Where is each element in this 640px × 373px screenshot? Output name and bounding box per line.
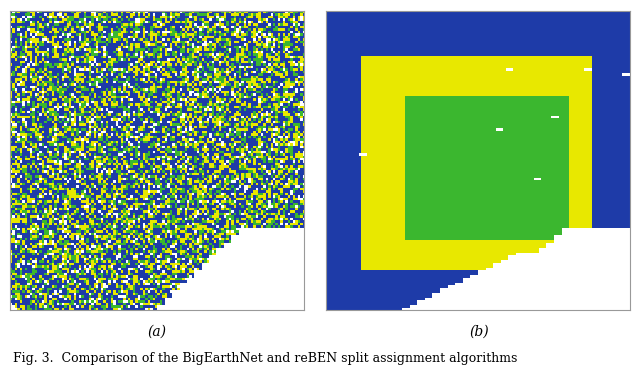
Text: (b): (b) — [469, 325, 488, 339]
Text: (a): (a) — [147, 325, 166, 339]
Text: Fig. 3.  Comparison of the BigEarthNet and reBEN split assignment algorithms: Fig. 3. Comparison of the BigEarthNet an… — [13, 352, 517, 364]
